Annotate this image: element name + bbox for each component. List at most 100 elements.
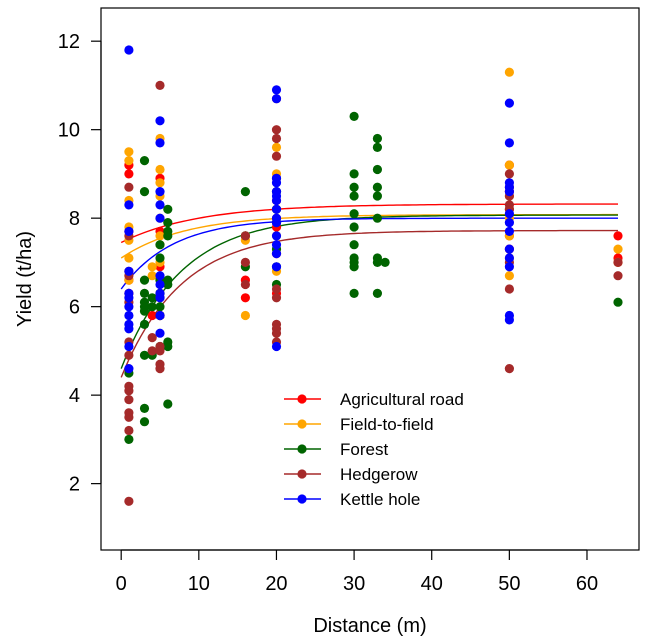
point-4-23 xyxy=(271,85,282,95)
point-3-24 xyxy=(240,279,250,290)
point-4-37 xyxy=(271,341,282,352)
point-2-23 xyxy=(163,204,173,214)
point-2-60 xyxy=(372,288,382,298)
point-1-14 xyxy=(155,231,165,241)
point-2-12 xyxy=(139,417,150,427)
point-2-56 xyxy=(372,191,382,201)
point-4-45 xyxy=(504,226,514,236)
y-tick-label: 10 xyxy=(58,120,80,142)
legend-marker-3 xyxy=(297,469,307,479)
legend-marker-1 xyxy=(297,419,307,429)
point-2-9 xyxy=(139,319,150,329)
point-1-8 xyxy=(147,262,157,272)
point-2-55 xyxy=(372,182,382,192)
point-4-11 xyxy=(124,364,134,374)
point-1-34 xyxy=(613,244,623,254)
legend-label-4: Kettle hole xyxy=(340,490,420,509)
point-4-15 xyxy=(155,200,165,210)
point-1-28 xyxy=(504,160,514,170)
point-1-1 xyxy=(124,156,134,166)
point-1-10 xyxy=(155,164,165,175)
point-2-53 xyxy=(372,142,382,152)
point-4-16 xyxy=(155,213,165,223)
point-4-7 xyxy=(124,310,134,321)
fit-curve-3 xyxy=(120,229,618,378)
y-axis: 2 4 6 8 10 12 xyxy=(58,31,102,496)
point-4-18 xyxy=(155,279,165,290)
point-4-14 xyxy=(155,187,165,197)
point-2-32 xyxy=(240,187,250,197)
y-tick-label: 12 xyxy=(58,31,80,53)
data-points xyxy=(124,45,623,506)
point-4-46 xyxy=(504,244,514,254)
point-3-23 xyxy=(240,257,250,267)
point-3-8 xyxy=(124,395,134,405)
point-1-33 xyxy=(504,271,514,281)
point-4-43 xyxy=(504,209,514,219)
point-4-10 xyxy=(124,341,134,352)
point-3-11 xyxy=(124,425,134,436)
point-4-22 xyxy=(155,328,165,338)
point-3-13 xyxy=(147,333,157,343)
point-4-3 xyxy=(124,266,134,276)
point-4-26 xyxy=(271,178,282,188)
point-2-41 xyxy=(349,111,359,121)
point-3-46 xyxy=(613,271,623,281)
point-0-23 xyxy=(613,231,623,241)
point-3-10 xyxy=(124,412,134,422)
fit-curve-2 xyxy=(120,214,618,369)
point-2-20 xyxy=(155,302,165,312)
y-tick-label: 4 xyxy=(69,385,80,407)
x-tick-label: 40 xyxy=(421,573,443,595)
x-tick-label: 50 xyxy=(498,573,520,595)
point-3-21 xyxy=(155,364,165,374)
point-2-62 xyxy=(613,297,623,307)
point-0-1 xyxy=(124,169,134,179)
point-4-20 xyxy=(155,293,165,303)
x-axis: 0 10 20 30 40 50 60 xyxy=(116,549,598,595)
point-2-52 xyxy=(372,133,382,144)
legend-label-2: Forest xyxy=(340,440,388,459)
point-2-11 xyxy=(139,403,150,413)
point-3-5 xyxy=(124,350,134,360)
point-4-36 xyxy=(271,262,282,272)
point-4-9 xyxy=(124,324,134,334)
point-2-17 xyxy=(155,253,165,263)
x-tick-label: 60 xyxy=(576,573,598,595)
point-2-43 xyxy=(349,182,359,192)
point-1-11 xyxy=(155,178,165,188)
point-3-12 xyxy=(124,496,134,506)
point-3-31 xyxy=(271,284,282,294)
point-3-0 xyxy=(124,182,134,192)
legend-marker-2 xyxy=(297,444,307,454)
point-2-61 xyxy=(380,257,390,267)
x-tick-label: 10 xyxy=(188,573,210,595)
point-2-47 xyxy=(349,240,359,250)
point-3-26 xyxy=(271,125,282,135)
x-tick-label: 20 xyxy=(265,573,287,595)
point-2-54 xyxy=(372,164,382,175)
point-0-6 xyxy=(147,310,157,321)
point-3-27 xyxy=(271,133,282,144)
point-4-39 xyxy=(504,138,514,148)
point-3-19 xyxy=(155,346,165,356)
point-2-4 xyxy=(139,275,150,285)
point-4-2 xyxy=(124,226,134,236)
point-2-42 xyxy=(349,169,359,179)
fit-curve-4 xyxy=(120,217,618,290)
point-3-35 xyxy=(271,328,282,338)
point-3-43 xyxy=(504,284,514,294)
point-3-22 xyxy=(240,231,250,241)
point-2-8 xyxy=(139,306,150,316)
point-3-45 xyxy=(613,257,623,267)
point-4-50 xyxy=(504,315,514,325)
x-tick-label: 30 xyxy=(343,573,365,595)
point-2-46 xyxy=(349,222,359,232)
y-tick-label: 2 xyxy=(69,474,80,496)
point-2-28 xyxy=(163,279,173,290)
legend: Agricultural road Field-to-field Forest Hed… xyxy=(284,390,464,509)
point-4-42 xyxy=(504,187,514,197)
point-4-48 xyxy=(504,262,514,272)
point-2-59 xyxy=(372,257,382,267)
point-2-30 xyxy=(163,341,173,352)
